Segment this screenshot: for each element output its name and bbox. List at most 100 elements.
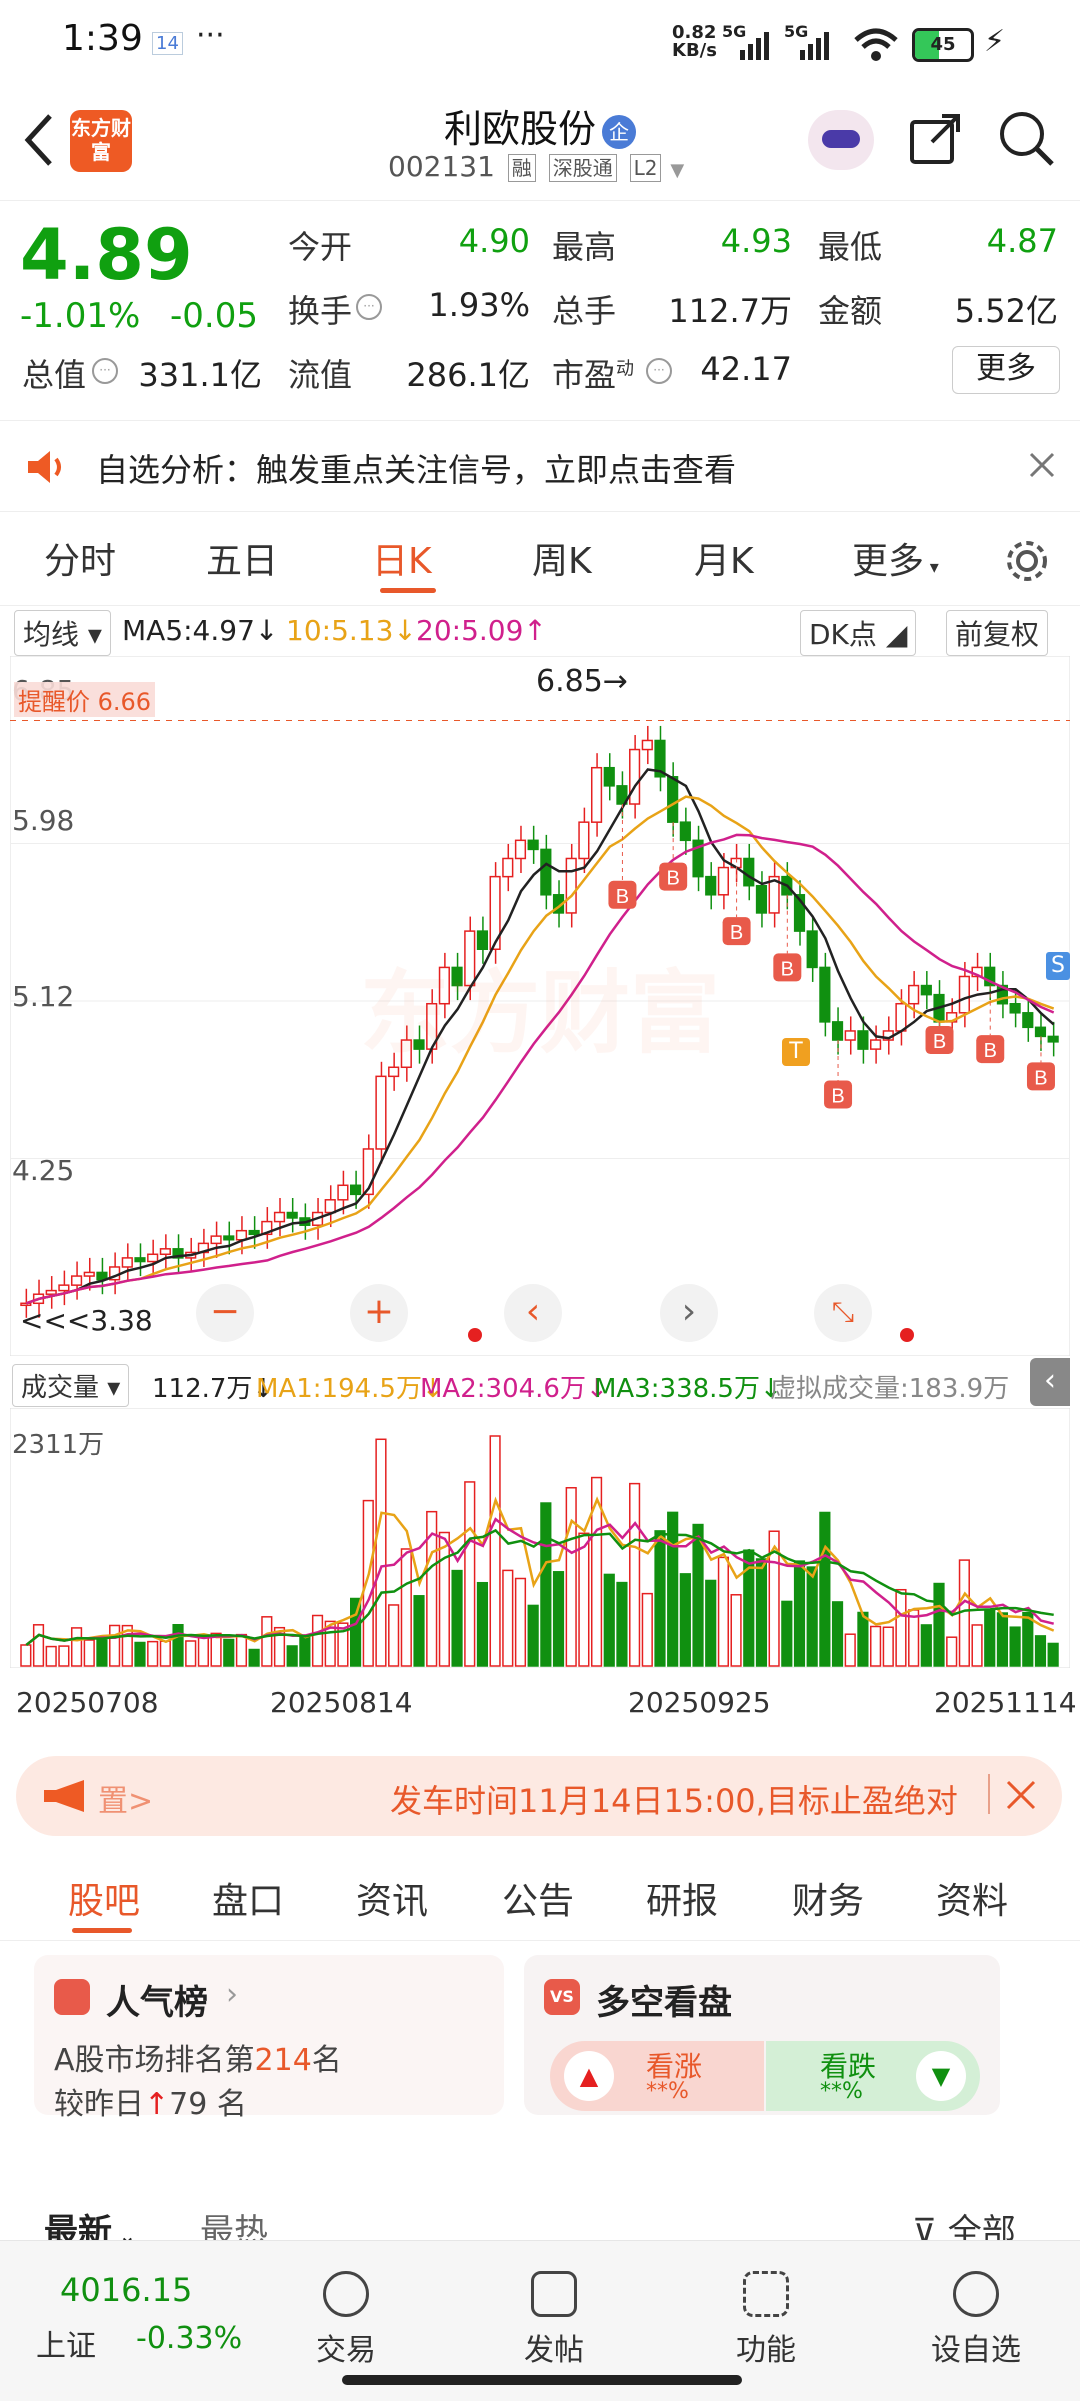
tab-intraday[interactable]: 分时: [44, 541, 117, 582]
turnover-label: 换手: [288, 292, 353, 330]
search-icon[interactable]: [996, 108, 1056, 168]
info-icon[interactable]: ···: [356, 294, 382, 320]
nav-trade[interactable]: 交易: [286, 2271, 406, 2369]
info-icon-mcap[interactable]: ···: [92, 358, 118, 384]
app-logo[interactable]: 东方财富: [70, 110, 132, 172]
candle-body: [603, 766, 615, 787]
popularity-title: 人气榜: [106, 1983, 208, 2023]
tab-finance[interactable]: 财务: [792, 1881, 865, 1922]
volume-bar: [819, 1511, 831, 1667]
next-button[interactable]: ›: [660, 1284, 718, 1342]
volume-bar: [514, 1577, 527, 1667]
bullish-button[interactable]: ▲ 看涨 **%: [550, 2041, 764, 2111]
prev-button[interactable]: ‹: [504, 1284, 562, 1342]
tab-news[interactable]: 资讯: [356, 1881, 429, 1922]
adjust-toggle[interactable]: 前复权: [946, 610, 1049, 656]
volume-selector[interactable]: 成交量 ▾: [12, 1364, 130, 1407]
stock-code-row[interactable]: 002131 融 深股通 L2 ▼: [388, 150, 684, 183]
zoom-in-button[interactable]: +: [350, 1284, 408, 1342]
volume-bar: [705, 1579, 717, 1667]
close-icon[interactable]: [1028, 451, 1056, 479]
volume-chart[interactable]: [10, 1408, 1070, 1668]
share-icon[interactable]: [906, 108, 966, 168]
candle-body: [705, 875, 717, 896]
tab-announcements[interactable]: 公告: [502, 1881, 575, 1922]
low-value: 4.87: [986, 222, 1058, 260]
ma-selector[interactable]: 均线 ▾: [14, 610, 111, 656]
signal-icon-2: [800, 32, 829, 60]
info-icon-pe[interactable]: ···: [646, 358, 672, 384]
buy-signal-label: B: [984, 1040, 997, 1062]
analysis-banner[interactable]: 自选分析：触发重点关注信号，立即点击查看: [0, 420, 1080, 512]
volume-bar: [1022, 1611, 1034, 1667]
nav-add-watchlist[interactable]: 设自选: [916, 2271, 1036, 2369]
tab-orderbook[interactable]: 盘口: [212, 1881, 285, 1922]
volume-bar: [286, 1645, 298, 1667]
volume-bar: [273, 1626, 286, 1667]
volume-bar: [1009, 1626, 1021, 1667]
candle-body: [45, 1289, 57, 1295]
tab-five-day[interactable]: 五日: [206, 541, 279, 582]
popularity-card[interactable]: 人气榜 › A股市场排名第214名 较昨日↑79 名: [34, 1955, 504, 2122]
avatar-robot-icon[interactable]: [808, 110, 874, 170]
volume-bar: [996, 1612, 1009, 1667]
candle-body: [1022, 1012, 1034, 1029]
dk-point-toggle[interactable]: DK点 ◢: [800, 610, 917, 656]
tab-weekly-k[interactable]: 周K: [532, 541, 592, 582]
bearish-button[interactable]: 看跌 **% ▼: [766, 2041, 980, 2111]
index-value[interactable]: 4016.15: [60, 2271, 193, 2309]
virtual-volume: 虚拟成交量:183.9万: [770, 1374, 1010, 1404]
promo-bar[interactable]: 置> 发车时间11月14日15:00,目标止盈绝对: [16, 1756, 1062, 1836]
more-button[interactable]: 更多: [952, 346, 1060, 394]
vol-ma2: MA2:304.6万↓: [420, 1374, 608, 1404]
bottom-nav: 4016.15 上证 -0.33% 交易 发帖 功能 设自选: [0, 2240, 1080, 2401]
megaphone-icon: [44, 1780, 84, 1812]
alert-price-label[interactable]: 提醒价 6.66: [14, 682, 156, 717]
promo-left-text: 置>: [98, 1784, 154, 1819]
candle-body: [210, 1235, 222, 1245]
tab-monthly-k[interactable]: 月K: [694, 541, 754, 582]
volume-bar: [806, 1566, 818, 1667]
volume-bar: [185, 1640, 197, 1667]
candlestick-chart[interactable]: B B B B B B B B: [10, 656, 1070, 1356]
ma5-value: MA5:4.97↓: [122, 614, 279, 647]
tab-research[interactable]: 研报: [646, 1881, 719, 1922]
back-icon[interactable]: [18, 110, 58, 170]
high-value: 4.93: [720, 222, 792, 260]
buy-signal-label: B: [1034, 1067, 1047, 1089]
close-icon[interactable]: [1004, 1778, 1038, 1812]
tab-forum[interactable]: 股吧: [68, 1881, 141, 1922]
open-value: 4.90: [458, 222, 530, 260]
gear-icon[interactable]: [1002, 536, 1052, 586]
candle-body: [337, 1184, 349, 1201]
long-short-card[interactable]: VS 多空看盘 ▲ 看涨 **% 看跌 **% ▼: [524, 1955, 1000, 2115]
candle-body: [147, 1253, 159, 1263]
volume-bar: [565, 1487, 577, 1667]
banner-text: 自选分析：触发重点关注信号，立即点击查看: [96, 451, 737, 489]
nav-post[interactable]: 发帖: [494, 2271, 614, 2369]
candle-body: [121, 1257, 133, 1268]
mcap-label: 总值: [22, 356, 87, 394]
network-speed: 0.82 KB/s: [672, 22, 717, 61]
fullscreen-button[interactable]: ⤡: [814, 1284, 872, 1342]
volume-max-label: 2311万: [12, 1430, 105, 1460]
collapse-panel-button[interactable]: ‹: [1030, 1358, 1070, 1406]
candle-body: [844, 1030, 856, 1041]
indicator-dot-2: [900, 1328, 914, 1342]
tab-daily-k[interactable]: 日K: [372, 541, 432, 582]
buy-signal-marker: [659, 862, 688, 891]
status-bar: 1:39 14 ··· 0.82 KB/s 5G 5G 45 ⚡: [0, 0, 1080, 80]
volume-bar: [121, 1624, 133, 1667]
zoom-out-button[interactable]: −: [196, 1284, 254, 1342]
signal-icon: [740, 32, 769, 60]
candle-body: [273, 1211, 286, 1223]
stock-code: 002131: [388, 150, 495, 183]
tab-profile[interactable]: 资料: [936, 1881, 1009, 1922]
tab-more[interactable]: 更多 ▾: [852, 541, 939, 582]
ma10-line: [25, 795, 1055, 1305]
nav-functions[interactable]: 功能: [706, 2271, 826, 2369]
index-change: -0.33%: [136, 2321, 243, 2356]
volume-bar: [324, 1620, 336, 1667]
candle-body: [400, 1039, 412, 1069]
volume-bar: [768, 1530, 780, 1667]
